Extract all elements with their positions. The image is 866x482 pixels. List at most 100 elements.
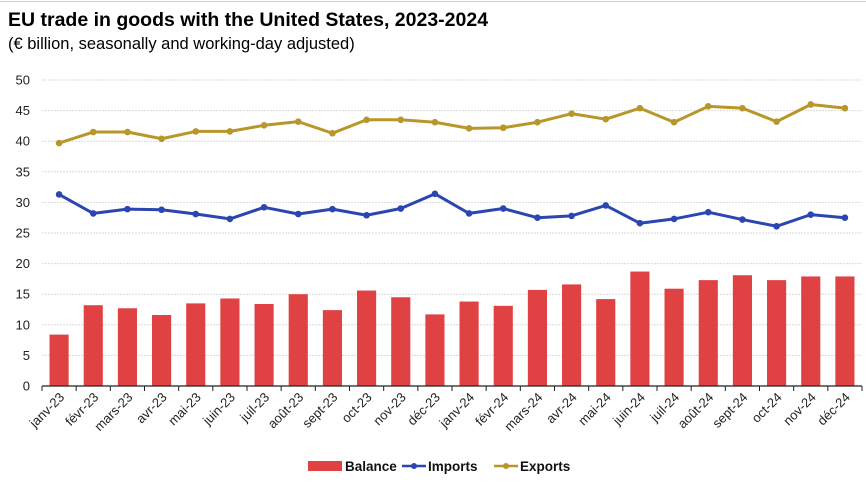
top-rule [0, 1, 866, 2]
balance-bar [49, 334, 69, 386]
y-tick-label: 35 [16, 164, 30, 179]
chart-subtitle: (€ billion, seasonally and working-day a… [8, 35, 355, 53]
y-tick-label: 30 [16, 195, 30, 210]
balance-bar [562, 284, 582, 386]
y-tick-label: 15 [16, 287, 30, 302]
imports-point [363, 211, 370, 219]
balance-bar [698, 280, 718, 386]
balance-bar [391, 297, 411, 386]
y-axis: 0 5 10 15 20 25 30 35 40 45 50 [16, 73, 30, 394]
x-tick-label: sept-23 [299, 390, 340, 431]
imports-point [226, 215, 234, 223]
legend-balance-swatch [308, 461, 342, 471]
imports-point [329, 205, 336, 213]
legend-exports-label: Exports [520, 459, 570, 474]
x-tick-label: août-24 [675, 390, 717, 432]
imports-point [534, 214, 541, 221]
imports-point [397, 205, 405, 212]
balance-bar [459, 301, 479, 386]
exports-point [192, 128, 200, 135]
imports-point [807, 211, 815, 218]
imports-point [294, 210, 302, 218]
y-tick-label: 5 [23, 348, 30, 363]
x-tick-label: oct-23 [339, 390, 375, 426]
balance-bar [630, 271, 650, 386]
exports-point [329, 129, 336, 137]
balance-bar [732, 275, 752, 386]
imports-point [841, 214, 849, 221]
balance-bar [152, 315, 172, 386]
imports-point [636, 219, 644, 227]
balance-bar [664, 288, 684, 386]
balance-bar [493, 305, 513, 386]
exports-point [636, 104, 644, 112]
imports-point [158, 206, 165, 214]
exports-point [704, 103, 712, 110]
balance-bar [83, 305, 103, 386]
exports-point [568, 110, 575, 117]
imports-point [704, 208, 712, 216]
legend: Balance Imports Exports [308, 459, 570, 474]
exports-point [670, 118, 678, 126]
exports-point [294, 118, 302, 125]
exports-point [260, 121, 268, 129]
x-tick-label: août-23 [265, 390, 307, 432]
exports-point [55, 139, 63, 147]
imports-point [55, 191, 63, 198]
y-tick-label: 10 [16, 317, 30, 332]
imports-line [58, 192, 846, 228]
x-tick-label: déc-24 [814, 390, 853, 429]
imports-point [192, 210, 200, 218]
balance-bar [288, 294, 308, 386]
exports-point [807, 101, 815, 108]
x-tick-label: nov-24 [780, 390, 819, 429]
x-tick-label: sept-24 [709, 390, 750, 431]
exports-point [226, 128, 234, 135]
exports-point [465, 125, 473, 132]
x-tick-label: janv-23 [26, 390, 67, 431]
balance-bar [254, 303, 274, 386]
exports-point [739, 104, 746, 112]
x-tick-label: janv-24 [436, 390, 477, 431]
balance-bar [425, 314, 445, 386]
balance-bar [835, 276, 855, 386]
x-tick-label: mars-23 [91, 390, 135, 434]
balance-bar [117, 308, 137, 386]
x-axis: janv-23févr-23mars-23avr-23mai-23juin-23… [26, 385, 863, 434]
balance-bar [801, 276, 821, 386]
imports-point [260, 203, 268, 211]
exports-point [841, 104, 849, 112]
chart-title: EU trade in goods with the United States… [8, 9, 489, 31]
legend-balance-label: Balance [345, 459, 397, 474]
x-tick-label: juin-24 [609, 390, 648, 429]
legend-exports-marker [503, 463, 509, 469]
balance-bar [220, 298, 240, 386]
imports-point [773, 222, 780, 230]
exports-point [89, 128, 97, 136]
exports-point [124, 128, 131, 136]
balance-bar [357, 290, 377, 386]
exports-point [602, 115, 610, 123]
x-tick-label: nov-23 [370, 390, 409, 429]
x-tick-label: déc-23 [404, 390, 443, 429]
x-tick-label: mai-24 [575, 390, 614, 429]
exports-point [158, 135, 165, 143]
x-tick-label: mars-24 [501, 390, 545, 434]
imports-point [670, 215, 678, 223]
legend-imports-marker [411, 463, 417, 469]
imports-point [568, 212, 575, 220]
exports-point [363, 116, 370, 124]
balance-bar [767, 280, 787, 386]
y-tick-label: 50 [16, 73, 30, 88]
y-tick-label: 25 [16, 226, 30, 241]
exports-line [58, 102, 846, 145]
imports-point [465, 210, 473, 217]
line-series [55, 101, 849, 230]
exports-point [773, 118, 780, 125]
balance-bar [596, 299, 616, 386]
x-tick-label: avr-23 [133, 390, 170, 427]
imports-point [602, 202, 610, 209]
exports-point [499, 124, 507, 132]
exports-point [431, 118, 439, 126]
